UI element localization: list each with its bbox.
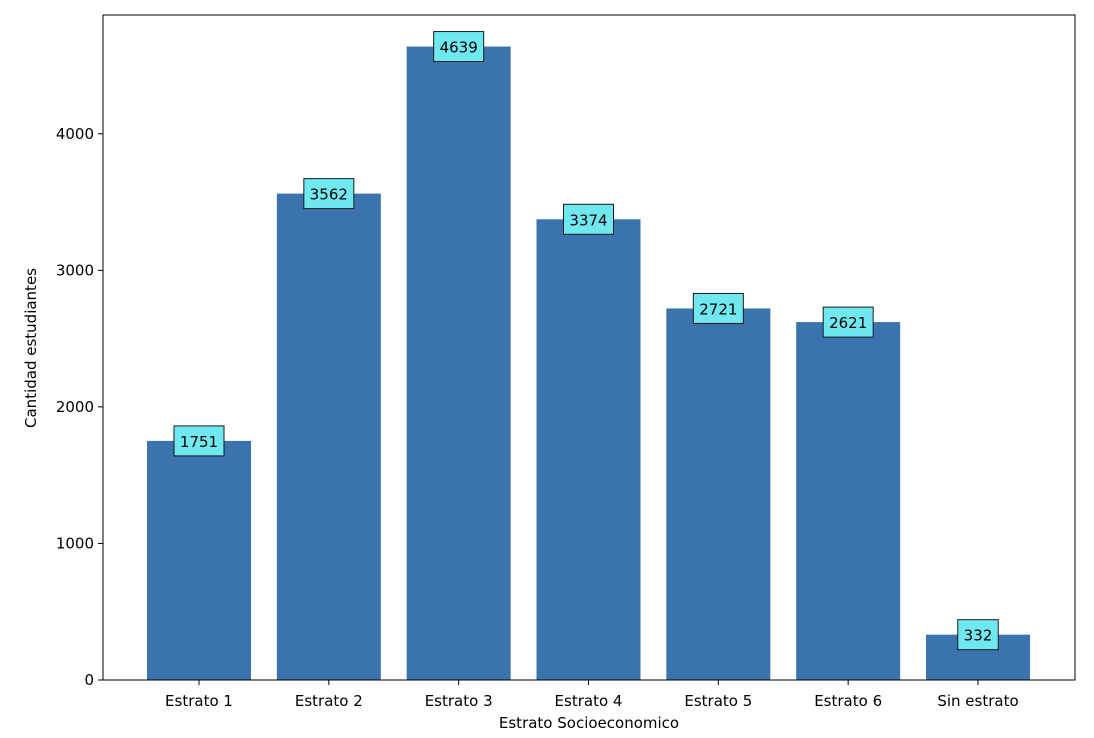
x-tick-label: Estrato 1 xyxy=(165,692,233,710)
bar xyxy=(147,440,251,680)
data-label-box xyxy=(173,425,225,457)
bar xyxy=(666,308,771,680)
x-tick-label: Estrato 4 xyxy=(555,692,623,710)
y-tick-label: 0 xyxy=(84,671,94,689)
y-tick-label: 3000 xyxy=(56,261,94,279)
data-label-box xyxy=(692,292,744,324)
data-label-box xyxy=(822,306,874,338)
y-tick-label: 4000 xyxy=(56,125,94,143)
x-tick-label: Estrato 3 xyxy=(425,692,493,710)
x-tick-label: Estrato 6 xyxy=(814,692,882,710)
bar xyxy=(796,322,901,680)
data-label-box xyxy=(957,619,999,651)
y-axis-ticks: 0 1000 2000 3000 4000 xyxy=(56,125,103,689)
bar xyxy=(276,193,381,681)
data-label: 3562 xyxy=(310,186,348,204)
y-tick-label: 2000 xyxy=(56,398,94,416)
x-tick-label: Sin estrato xyxy=(937,692,1018,710)
data-label: 2621 xyxy=(829,314,867,332)
x-axis-label: Estrato Socioeconomico xyxy=(499,714,679,732)
bar xyxy=(406,46,511,681)
x-tick-label: Estrato 5 xyxy=(684,692,752,710)
data-label: 3374 xyxy=(569,211,607,229)
data-label-box xyxy=(433,31,485,63)
plot-frame xyxy=(102,14,1076,681)
y-tick-label: 1000 xyxy=(56,534,94,552)
x-tick-label: Estrato 2 xyxy=(295,692,363,710)
bars-group xyxy=(147,46,1030,681)
data-label-box xyxy=(563,203,614,235)
x-axis-ticks: Estrato 1 Estrato 2 Estrato 3 Estrato 4 Estr… xyxy=(165,680,1019,710)
data-label: 4639 xyxy=(440,39,478,57)
data-label: 2721 xyxy=(699,300,737,318)
data-label-box xyxy=(303,178,355,210)
y-axis-label: Cantidad estudiantes xyxy=(22,268,40,428)
bar xyxy=(536,219,641,680)
data-labels-group: 1751 3562 4639 3374 2721 2621 332 xyxy=(173,31,999,651)
data-label: 332 xyxy=(964,627,993,645)
data-label: 1751 xyxy=(180,433,218,451)
